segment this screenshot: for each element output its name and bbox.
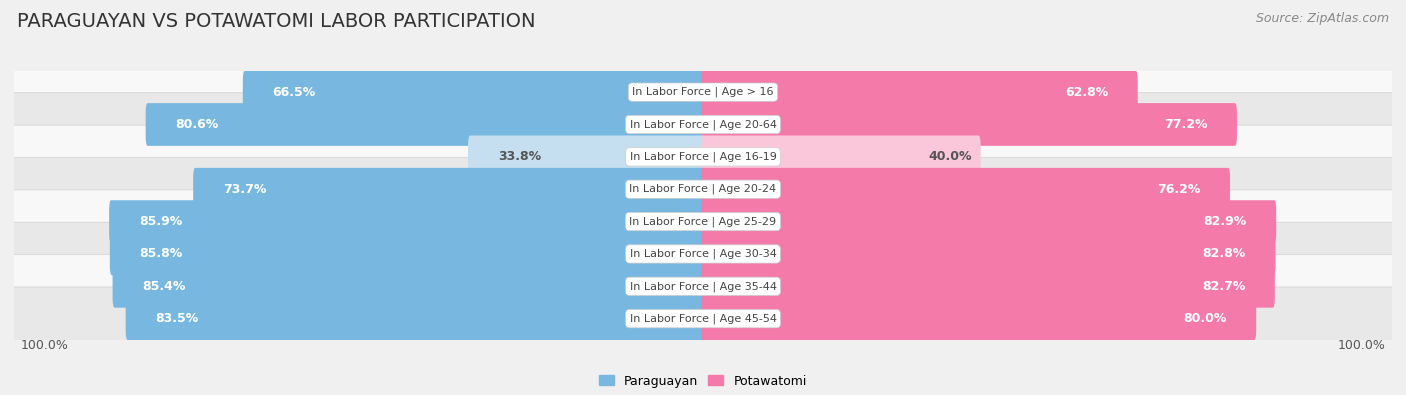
Text: In Labor Force | Age 35-44: In Labor Force | Age 35-44 — [630, 281, 776, 292]
Text: In Labor Force | Age 25-29: In Labor Force | Age 25-29 — [630, 216, 776, 227]
Legend: Paraguayan, Potawatomi: Paraguayan, Potawatomi — [595, 370, 811, 393]
FancyBboxPatch shape — [702, 233, 1275, 275]
Text: 82.7%: 82.7% — [1202, 280, 1246, 293]
FancyBboxPatch shape — [702, 200, 1277, 243]
FancyBboxPatch shape — [702, 103, 1237, 146]
FancyBboxPatch shape — [11, 287, 1395, 350]
FancyBboxPatch shape — [11, 222, 1395, 286]
FancyBboxPatch shape — [11, 190, 1395, 253]
Text: 40.0%: 40.0% — [928, 150, 972, 164]
Text: 80.6%: 80.6% — [176, 118, 218, 131]
Text: 100.0%: 100.0% — [21, 339, 69, 352]
Text: In Labor Force | Age 45-54: In Labor Force | Age 45-54 — [630, 313, 776, 324]
FancyBboxPatch shape — [468, 135, 704, 178]
Text: 33.8%: 33.8% — [498, 150, 541, 164]
Text: 82.8%: 82.8% — [1202, 247, 1246, 260]
Text: In Labor Force | Age 16-19: In Labor Force | Age 16-19 — [630, 152, 776, 162]
Text: In Labor Force | Age 30-34: In Labor Force | Age 30-34 — [630, 249, 776, 259]
Text: 76.2%: 76.2% — [1157, 183, 1201, 196]
Text: 82.9%: 82.9% — [1204, 215, 1247, 228]
FancyBboxPatch shape — [11, 125, 1395, 188]
Text: 73.7%: 73.7% — [222, 183, 266, 196]
Text: 77.2%: 77.2% — [1164, 118, 1208, 131]
Text: PARAGUAYAN VS POTAWATOMI LABOR PARTICIPATION: PARAGUAYAN VS POTAWATOMI LABOR PARTICIPA… — [17, 12, 536, 31]
Text: 85.8%: 85.8% — [139, 247, 183, 260]
FancyBboxPatch shape — [702, 168, 1230, 211]
Text: In Labor Force | Age 20-24: In Labor Force | Age 20-24 — [630, 184, 776, 194]
FancyBboxPatch shape — [11, 158, 1395, 221]
Text: In Labor Force | Age 20-64: In Labor Force | Age 20-64 — [630, 119, 776, 130]
FancyBboxPatch shape — [702, 71, 1137, 113]
Text: Source: ZipAtlas.com: Source: ZipAtlas.com — [1256, 12, 1389, 25]
FancyBboxPatch shape — [125, 297, 704, 340]
FancyBboxPatch shape — [702, 265, 1275, 308]
FancyBboxPatch shape — [11, 60, 1395, 124]
Text: 85.9%: 85.9% — [139, 215, 181, 228]
FancyBboxPatch shape — [110, 233, 704, 275]
Text: 85.4%: 85.4% — [142, 280, 186, 293]
Text: 83.5%: 83.5% — [155, 312, 198, 325]
FancyBboxPatch shape — [146, 103, 704, 146]
FancyBboxPatch shape — [11, 255, 1395, 318]
Text: 66.5%: 66.5% — [273, 86, 316, 99]
Text: In Labor Force | Age > 16: In Labor Force | Age > 16 — [633, 87, 773, 98]
FancyBboxPatch shape — [11, 93, 1395, 156]
FancyBboxPatch shape — [112, 265, 704, 308]
Text: 100.0%: 100.0% — [1337, 339, 1385, 352]
FancyBboxPatch shape — [243, 71, 704, 113]
FancyBboxPatch shape — [110, 200, 704, 243]
FancyBboxPatch shape — [193, 168, 704, 211]
Text: 62.8%: 62.8% — [1064, 86, 1108, 99]
FancyBboxPatch shape — [702, 135, 980, 178]
Text: 80.0%: 80.0% — [1184, 312, 1226, 325]
FancyBboxPatch shape — [702, 297, 1256, 340]
